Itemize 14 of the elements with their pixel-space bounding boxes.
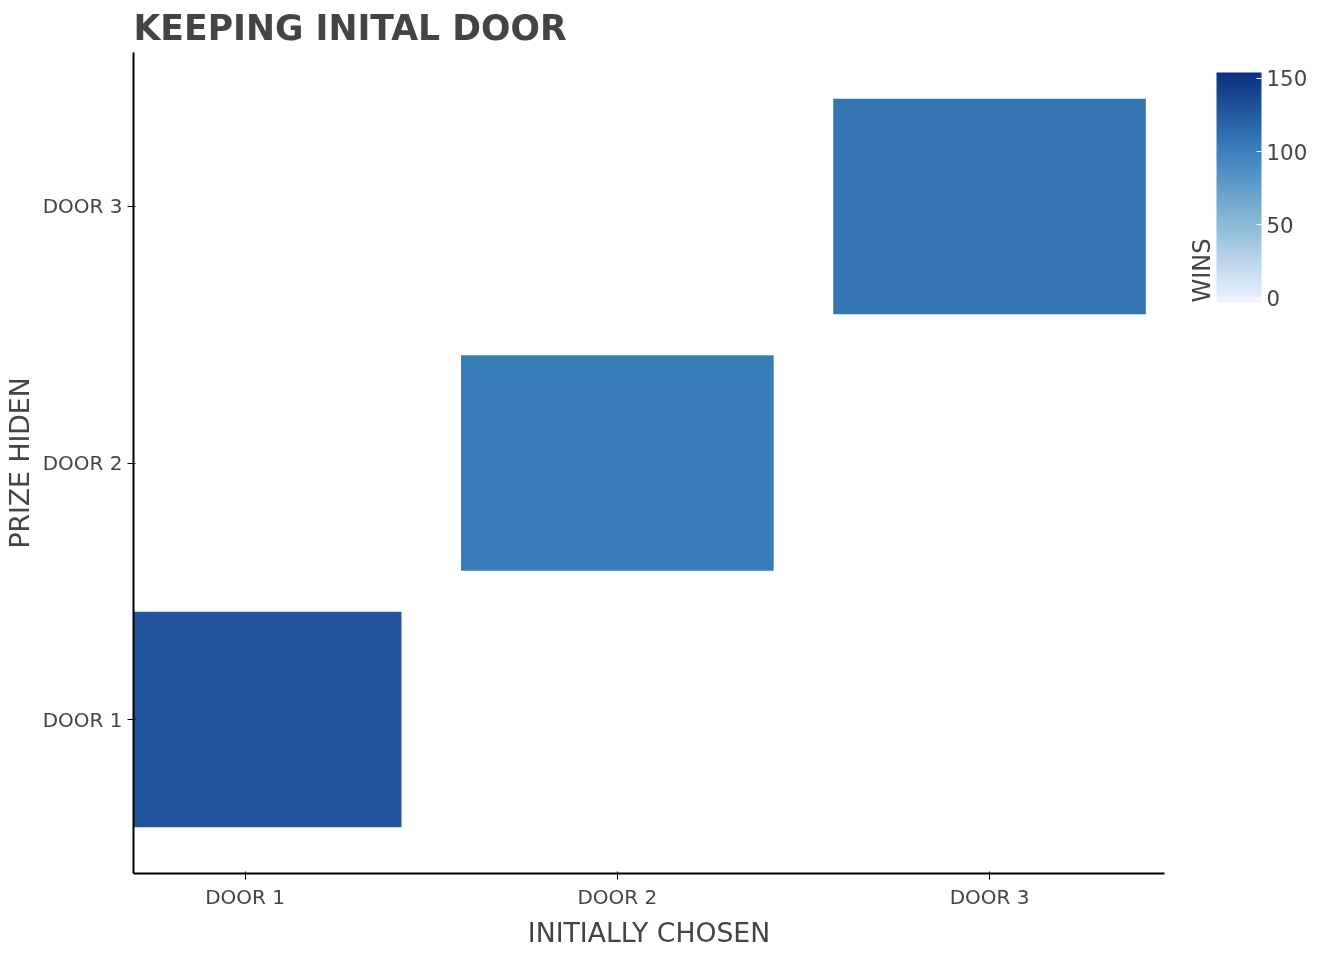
- color-bar-title: WINS: [1187, 238, 1216, 303]
- color-bar-label: 150: [1266, 66, 1308, 92]
- x-axis-title: INITIALLY CHOSEN: [527, 916, 771, 948]
- x-tick-label: DOOR 2: [577, 884, 658, 909]
- y-axis-title: PRIZE HIDEN: [3, 377, 35, 549]
- color-bar-label: 100: [1266, 139, 1308, 165]
- x-tick-label: DOOR 3: [949, 884, 1030, 909]
- color-bar-label: 0: [1266, 286, 1281, 312]
- color-bar-label: 50: [1266, 212, 1294, 238]
- x-tick-label: DOOR 1: [205, 884, 286, 909]
- chart-title: KEEPING INITAL DOOR: [133, 7, 567, 48]
- y-tick-label: DOOR 2: [42, 451, 123, 475]
- y-tick-label: DOOR 1: [42, 707, 123, 732]
- y-tick-label: DOOR 3: [42, 194, 123, 219]
